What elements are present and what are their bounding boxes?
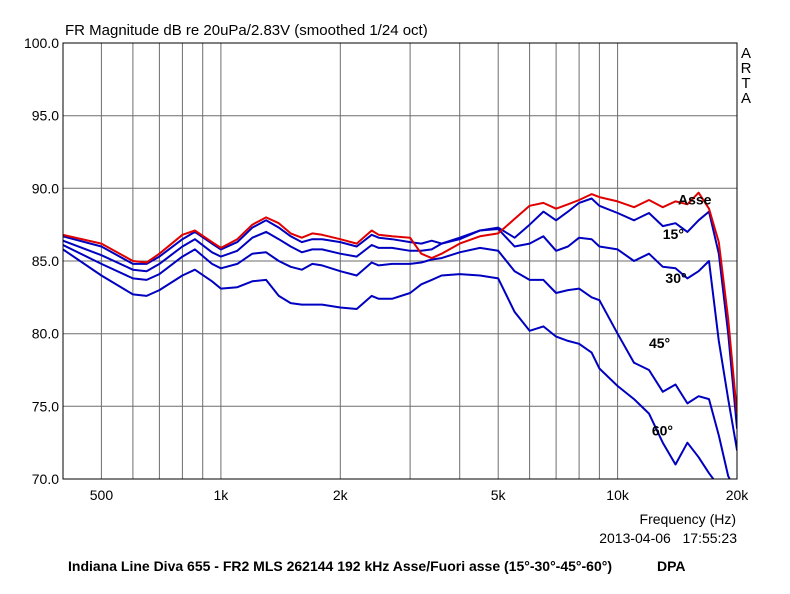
y-tick-label: 70.0 [32, 471, 59, 487]
y-tick-label: 90.0 [32, 180, 59, 196]
series-annotation: 45° [649, 335, 670, 351]
x-axis-label: Frequency (Hz) [640, 511, 736, 527]
footer-brand: DPA [657, 558, 686, 574]
series-annotation: 15° [663, 226, 684, 242]
series-group [63, 191, 737, 479]
x-tick-label: 500 [90, 487, 114, 503]
x-tick-label: 1k [213, 487, 229, 503]
arta-letter: T [741, 75, 750, 92]
series-annotation: 30° [665, 270, 686, 286]
x-axis-ticks: 500 1k 2k 5k 10k 20k [90, 487, 750, 503]
y-axis-ticks: 100.0 95.0 90.0 85.0 80.0 75.0 70.0 [24, 35, 59, 487]
x-tick-label: 10k [606, 487, 630, 503]
footer-description: Indiana Line Diva 655 - FR2 MLS 262144 1… [68, 558, 612, 574]
y-tick-label: 75.0 [32, 398, 59, 414]
y-tick-label: 100.0 [24, 35, 59, 51]
arta-letter: A [741, 45, 751, 62]
y-tick-label: 80.0 [32, 326, 59, 342]
series-line [63, 248, 715, 479]
series-line [63, 197, 737, 430]
series-line [63, 244, 731, 479]
plot-frame [62, 42, 738, 480]
x-tick-label: 2k [333, 487, 349, 503]
series-annotation: 60° [652, 422, 673, 438]
arta-letter: A [741, 90, 751, 107]
series-line [63, 191, 737, 415]
timestamp: 2013-04-06 17:55:23 [599, 530, 737, 546]
series-annotations: Asse 15° 30° 45° 60° [649, 191, 712, 438]
arta-letter: R [741, 60, 752, 77]
series-line [63, 228, 737, 451]
x-tick-label: 20k [726, 487, 750, 503]
series-annotation: Asse [678, 191, 712, 207]
y-tick-label: 85.0 [32, 253, 59, 269]
y-tick-label: 95.0 [32, 108, 59, 124]
x-tick-label: 5k [491, 487, 507, 503]
chart-title: FR Magnitude dB re 20uPa/2.83V (smoothed… [65, 22, 428, 39]
